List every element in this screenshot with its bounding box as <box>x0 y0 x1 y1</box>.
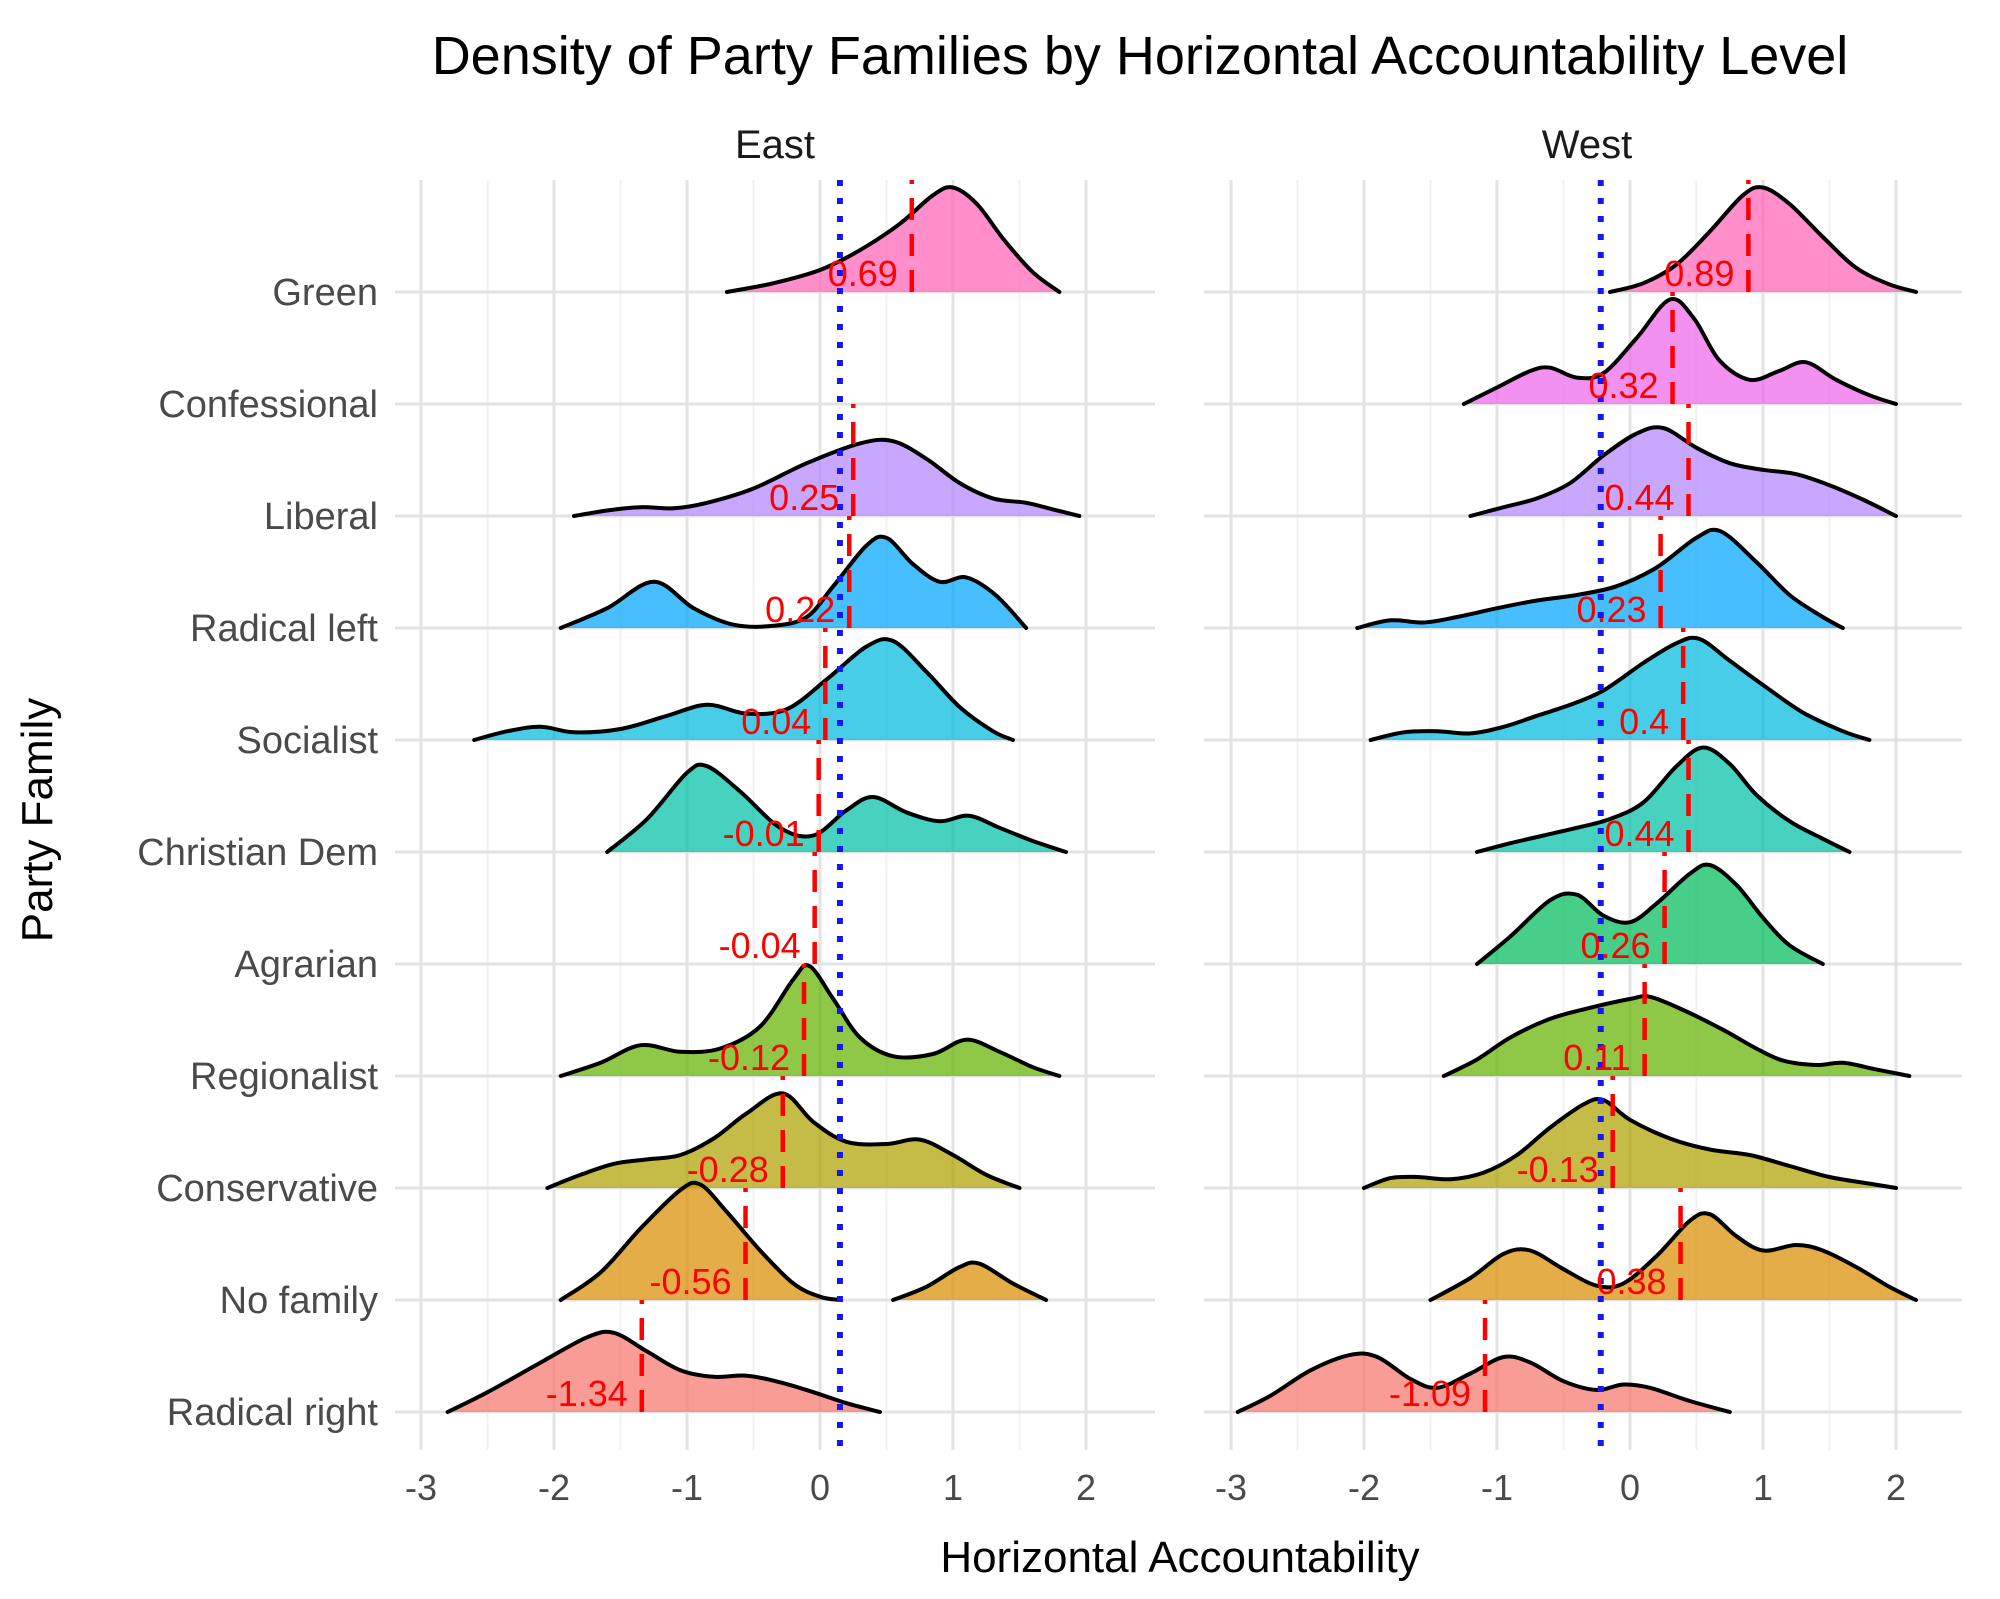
density-area-east-liberal <box>574 439 1080 516</box>
x-tick-label-west-1: 1 <box>1753 1467 1773 1508</box>
density-outline-east-regionalist <box>558 963 1062 1078</box>
y-category-label-socialist: Socialist <box>237 720 379 762</box>
x-tick-label-east--1: -1 <box>671 1467 703 1508</box>
density-area-east-regionalist <box>560 965 1060 1076</box>
density-area-east-socialist <box>474 639 1013 740</box>
density-area-east-radical-left <box>560 536 1027 628</box>
density-outline-west-socialist <box>1368 635 1872 742</box>
reference-lines-layer <box>639 180 1751 1450</box>
chart-title: Density of Party Families by Horizontal … <box>432 26 1849 86</box>
density-outline-east-christian-dem <box>605 762 1068 854</box>
density-outline-west-confessional <box>1461 296 1898 406</box>
x-tick-label-east-0: 0 <box>810 1467 830 1508</box>
mean-value-label-east-radical-right: -1.34 <box>546 1373 628 1414</box>
density-outline-west-radical-right <box>1235 1351 1732 1414</box>
mean-value-label-east-liberal: 0.25 <box>769 477 839 518</box>
density-area-west-christian-dem <box>1477 747 1850 852</box>
y-axis-title: Party Family <box>13 698 62 942</box>
facet-label-west: West <box>1542 123 1632 167</box>
mean-value-label-west-agrarian: 0.26 <box>1581 925 1651 966</box>
mean-value-label-west-radical-right: -1.09 <box>1389 1373 1471 1414</box>
y-category-label-regionalist: Regionalist <box>190 1056 378 1098</box>
density-outline-west-radical-left <box>1355 527 1845 630</box>
density-outline-west-green <box>1608 185 1918 294</box>
mean-value-label-east-green: 0.69 <box>828 253 898 294</box>
y-category-label-green: Green <box>272 272 378 314</box>
density-outline-east-conservative <box>545 1091 1022 1190</box>
mean-value-label-west-confessional: 0.32 <box>1588 365 1658 406</box>
density-curves-layer <box>445 185 1918 1414</box>
density-outline-east-green <box>724 185 1062 294</box>
density-area-west-liberal <box>1470 427 1896 516</box>
density-area-west-socialist <box>1370 637 1870 740</box>
axis-labels-layer: -3 -2 -1 0 1 2 -3 -2 -1 0 1 2 Green Confessional Liber… <box>137 272 1906 1508</box>
x-tick-label-east-1: 1 <box>943 1467 963 1508</box>
y-category-label-confessional: Confessional <box>158 384 378 426</box>
density-outline-east-socialist <box>472 637 1015 742</box>
facet-label-east: East <box>735 123 815 167</box>
density-outline-east-no-family <box>891 1260 1049 1302</box>
mean-value-label-east-christian-dem: -0.01 <box>723 813 805 854</box>
mean-value-label-west-conservative: -0.13 <box>1517 1149 1599 1190</box>
y-category-label-no-family: No family <box>220 1280 378 1322</box>
y-category-label-agrarian: Agrarian <box>234 944 378 986</box>
density-area-west-no-family <box>1430 1213 1916 1300</box>
mean-value-label-east-agrarian: -0.04 <box>719 925 801 966</box>
density-outline-west-no-family <box>1428 1211 1918 1302</box>
density-outline-east-radical-left <box>558 534 1029 630</box>
y-category-label-conservative: Conservative <box>156 1168 378 1210</box>
mean-value-label-west-green: 0.89 <box>1664 253 1734 294</box>
x-tick-label-east--3: -3 <box>405 1467 437 1508</box>
y-category-label-liberal: Liberal <box>264 496 378 538</box>
value-labels-layer: 0.69 0.25 0.22 0.04 -0.01 -0.04 -0.12 -0.28 -0.5… <box>546 253 1735 1414</box>
mean-value-label-east-conservative: -0.28 <box>687 1149 769 1190</box>
density-area-east-no-family <box>560 1182 840 1300</box>
density-outline-west-liberal <box>1468 425 1898 518</box>
density-area-east-green <box>726 187 1060 292</box>
density-area-east-radical-right <box>447 1331 880 1412</box>
density-area-west-green <box>1610 187 1916 292</box>
density-area-east-christian-dem <box>607 764 1066 852</box>
density-outline-east-radical-right <box>445 1329 882 1414</box>
mean-value-label-west-radical-left: 0.23 <box>1577 589 1647 630</box>
x-tick-label-west--1: -1 <box>1481 1467 1513 1508</box>
mean-value-label-west-socialist: 0.4 <box>1619 701 1669 742</box>
y-category-label-christian-dem: Christian Dem <box>137 832 378 874</box>
y-category-label-radical-right: Radical right <box>167 1392 379 1434</box>
x-tick-label-west--3: -3 <box>1215 1467 1247 1508</box>
mean-value-label-west-christian-dem: 0.44 <box>1604 813 1674 854</box>
x-axis-title: Horizontal Accountability <box>940 1533 1419 1582</box>
density-area-west-conservative <box>1364 1098 1896 1188</box>
density-area-east-no-family <box>893 1262 1047 1300</box>
mean-value-label-east-no-family: -0.56 <box>649 1261 731 1302</box>
density-outline-east-liberal <box>572 437 1082 518</box>
mean-value-label-west-no-family: 0.38 <box>1596 1261 1666 1302</box>
mean-value-label-west-liberal: 0.44 <box>1604 477 1674 518</box>
mean-value-label-east-radical-left: 0.22 <box>765 589 835 630</box>
density-outline-west-christian-dem <box>1475 745 1852 854</box>
x-tick-label-west--2: -2 <box>1348 1467 1380 1508</box>
mean-value-label-east-regionalist: -0.12 <box>708 1037 790 1078</box>
density-area-west-radical-right <box>1237 1353 1730 1412</box>
density-area-west-radical-left <box>1357 529 1843 628</box>
x-tick-label-west-2: 2 <box>1886 1467 1906 1508</box>
y-category-label-radical-left: Radical left <box>190 608 378 650</box>
x-tick-label-east-2: 2 <box>1076 1467 1096 1508</box>
density-area-west-agrarian <box>1477 864 1823 964</box>
density-outline-west-agrarian <box>1475 862 1825 966</box>
x-tick-label-west-0: 0 <box>1620 1467 1640 1508</box>
density-area-west-confessional <box>1463 298 1896 404</box>
density-outline-east-no-family <box>558 1180 842 1302</box>
x-tick-label-east--2: -2 <box>538 1467 570 1508</box>
density-outline-west-regionalist <box>1441 994 1912 1078</box>
mean-value-label-west-regionalist: 0.11 <box>1563 1037 1630 1078</box>
mean-value-label-east-socialist: 0.04 <box>741 701 811 742</box>
